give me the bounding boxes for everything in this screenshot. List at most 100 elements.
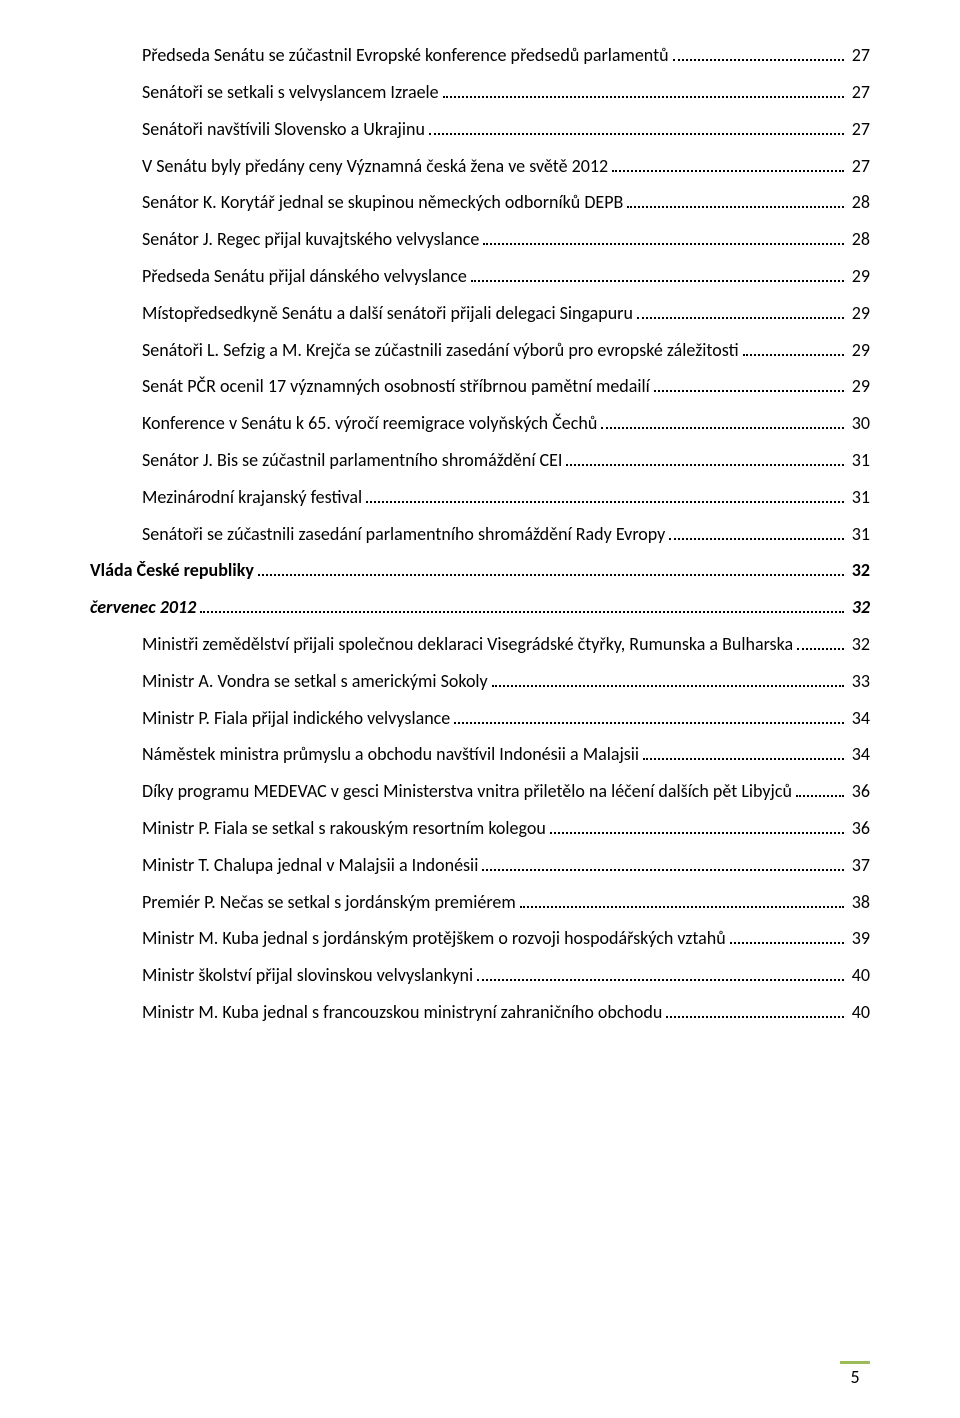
toc-entry-page: 38 bbox=[848, 891, 870, 914]
toc-entry-page: 29 bbox=[848, 265, 870, 288]
toc-entry[interactable]: Místopředsedkyně Senátu a další senátoři… bbox=[142, 302, 870, 325]
toc-entry[interactable]: Ministr P. Fiala se setkal s rakouským r… bbox=[142, 817, 870, 840]
toc-leader-dots bbox=[643, 743, 844, 760]
toc-entry[interactable]: Senátoři se setkali s velvyslancem Izrae… bbox=[142, 81, 870, 104]
toc-entry[interactable]: Senátor J. Regec přijal kuvajtského velv… bbox=[142, 228, 870, 251]
toc-entry[interactable]: červenec 2012 32 bbox=[90, 596, 870, 619]
toc-entry[interactable]: Díky programu MEDEVAC v gesci Ministerst… bbox=[142, 780, 870, 803]
toc-entry-page: 34 bbox=[848, 707, 870, 730]
toc-entry[interactable]: Ministr P. Fiala přijal indického velvys… bbox=[142, 706, 870, 729]
toc-entry[interactable]: Ministr M. Kuba jednal s jordánským prot… bbox=[142, 927, 870, 950]
toc-leader-dots bbox=[477, 964, 844, 981]
toc-entry[interactable]: Senátoři navštívili Slovensko a Ukrajinu… bbox=[142, 118, 870, 141]
toc-leader-dots bbox=[637, 302, 844, 319]
toc-leader-dots bbox=[258, 559, 844, 576]
toc-entry[interactable]: Ministr M. Kuba jednal s francouzskou mi… bbox=[142, 1001, 870, 1024]
toc-leader-dots bbox=[200, 596, 844, 613]
toc-entry-label: Mezinárodní krajanský festival bbox=[142, 486, 362, 509]
toc-entry[interactable]: V Senátu byly předány ceny Významná česk… bbox=[142, 154, 870, 177]
toc-entry-label: Senát PČR ocenil 17 významných osobností… bbox=[142, 375, 650, 398]
toc-entry-page: 31 bbox=[848, 523, 870, 546]
toc-leader-dots bbox=[454, 706, 844, 723]
toc-entry-page: 33 bbox=[848, 670, 870, 693]
page: Předseda Senátu se zúčastnil Evropské ko… bbox=[0, 0, 960, 1418]
toc-entry-page: 39 bbox=[848, 927, 870, 950]
toc-leader-dots bbox=[483, 228, 843, 245]
toc-entry[interactable]: Ministři zemědělství přijali společnou d… bbox=[142, 633, 870, 656]
toc-entry[interactable]: Předseda Senátu se zúčastnil Evropské ko… bbox=[142, 44, 870, 67]
toc-entry[interactable]: Ministr školství přijal slovinskou velvy… bbox=[142, 964, 870, 987]
toc-leader-dots bbox=[743, 338, 844, 355]
page-number: 5 bbox=[840, 1366, 870, 1388]
toc-entry[interactable]: Vláda České republiky 32 bbox=[90, 559, 870, 582]
toc-entry-page: 34 bbox=[848, 743, 870, 766]
toc-entry-page: 27 bbox=[848, 118, 870, 141]
toc-entry[interactable]: Senátor J. Bis se zúčastnil parlamentníh… bbox=[142, 449, 870, 472]
toc-entry-label: Senátoři L. Sefzig a M. Krejča se zúčast… bbox=[142, 339, 739, 362]
toc-entry-label: Ministr M. Kuba jednal s jordánským prot… bbox=[142, 927, 726, 950]
toc-leader-dots bbox=[429, 118, 844, 135]
toc-entry-page: 40 bbox=[848, 1001, 870, 1024]
toc-entry-label: Senátoři navštívili Slovensko a Ukrajinu bbox=[142, 118, 425, 141]
toc-entry[interactable]: Ministr A. Vondra se setkal s americkými… bbox=[142, 670, 870, 693]
toc-entry-page: 28 bbox=[848, 191, 870, 214]
toc-leader-dots bbox=[612, 154, 844, 171]
toc-entry-page: 36 bbox=[848, 817, 870, 840]
toc-entry[interactable]: Senátoři L. Sefzig a M. Krejča se zúčast… bbox=[142, 338, 870, 361]
toc-entry-label: Předseda Senátu se zúčastnil Evropské ko… bbox=[142, 44, 669, 67]
toc-leader-dots bbox=[796, 780, 844, 797]
toc-entry-label: Ministr M. Kuba jednal s francouzskou mi… bbox=[142, 1001, 662, 1024]
toc-entry[interactable]: Náměstek ministra průmyslu a obchodu nav… bbox=[142, 743, 870, 766]
toc-leader-dots bbox=[797, 633, 844, 650]
toc-leader-dots bbox=[730, 927, 844, 944]
toc-leader-dots bbox=[482, 854, 843, 871]
toc-entry-label: Senátor J. Regec přijal kuvajtského velv… bbox=[142, 228, 479, 251]
toc-entry[interactable]: Ministr T. Chalupa jednal v Malajsii a I… bbox=[142, 854, 870, 877]
toc-entry-label: Ministři zemědělství přijali společnou d… bbox=[142, 633, 793, 656]
toc-entry[interactable]: Senátor K. Korytář jednal se skupinou ně… bbox=[142, 191, 870, 214]
toc-entry[interactable]: Premiér P. Nečas se setkal s jordánským … bbox=[142, 890, 870, 913]
toc-entry-label: Senátoři se zúčastnili zasedání parlamen… bbox=[142, 523, 665, 546]
toc-leader-dots bbox=[566, 449, 843, 466]
toc-entry-label: Vláda České republiky bbox=[90, 559, 254, 582]
toc-entry-label: Senátoři se setkali s velvyslancem Izrae… bbox=[142, 81, 439, 104]
toc-leader-dots bbox=[520, 890, 844, 907]
toc-entry-page: 30 bbox=[848, 412, 870, 435]
toc-entry-page: 31 bbox=[848, 449, 870, 472]
toc-entry[interactable]: Předseda Senátu přijal dánského velvysla… bbox=[142, 265, 870, 288]
page-footer: 5 bbox=[840, 1361, 870, 1388]
toc-entry-page: 32 bbox=[848, 596, 870, 619]
table-of-contents: Předseda Senátu se zúčastnil Evropské ko… bbox=[90, 44, 870, 1024]
toc-leader-dots bbox=[673, 44, 844, 61]
toc-entry[interactable]: Konference v Senátu k 65. výročí reemigr… bbox=[142, 412, 870, 435]
toc-entry[interactable]: Senátoři se zúčastnili zasedání parlamen… bbox=[142, 522, 870, 545]
toc-entry-label: Konference v Senátu k 65. výročí reemigr… bbox=[142, 412, 597, 435]
toc-entry-page: 32 bbox=[848, 559, 870, 582]
toc-leader-dots bbox=[471, 265, 844, 282]
toc-leader-dots bbox=[666, 1001, 843, 1018]
toc-leader-dots bbox=[366, 486, 844, 503]
toc-entry[interactable]: Senát PČR ocenil 17 významných osobností… bbox=[142, 375, 870, 398]
toc-leader-dots bbox=[654, 375, 844, 392]
toc-entry-page: 29 bbox=[848, 375, 870, 398]
toc-entry-page: 27 bbox=[848, 155, 870, 178]
toc-entry-label: Předseda Senátu přijal dánského velvysla… bbox=[142, 265, 467, 288]
toc-entry-page: 32 bbox=[848, 633, 870, 656]
toc-entry-label: Premiér P. Nečas se setkal s jordánským … bbox=[142, 891, 516, 914]
toc-entry-label: Ministr školství přijal slovinskou velvy… bbox=[142, 964, 473, 987]
toc-leader-dots bbox=[443, 81, 844, 98]
toc-leader-dots bbox=[550, 817, 844, 834]
toc-entry-label: V Senátu byly předány ceny Významná česk… bbox=[142, 155, 608, 178]
toc-entry-page: 31 bbox=[848, 486, 870, 509]
toc-entry-label: Místopředsedkyně Senátu a další senátoři… bbox=[142, 302, 633, 325]
toc-leader-dots bbox=[492, 670, 844, 687]
toc-entry-label: Díky programu MEDEVAC v gesci Ministerst… bbox=[142, 780, 792, 803]
toc-entry[interactable]: Mezinárodní krajanský festival 31 bbox=[142, 486, 870, 509]
toc-entry-page: 40 bbox=[848, 964, 870, 987]
toc-entry-label: červenec 2012 bbox=[90, 596, 196, 619]
footer-rule bbox=[840, 1361, 870, 1364]
toc-entry-page: 36 bbox=[848, 780, 870, 803]
toc-entry-label: Ministr P. Fiala přijal indického velvys… bbox=[142, 707, 450, 730]
toc-entry-label: Ministr T. Chalupa jednal v Malajsii a I… bbox=[142, 854, 478, 877]
toc-leader-dots bbox=[669, 522, 843, 539]
